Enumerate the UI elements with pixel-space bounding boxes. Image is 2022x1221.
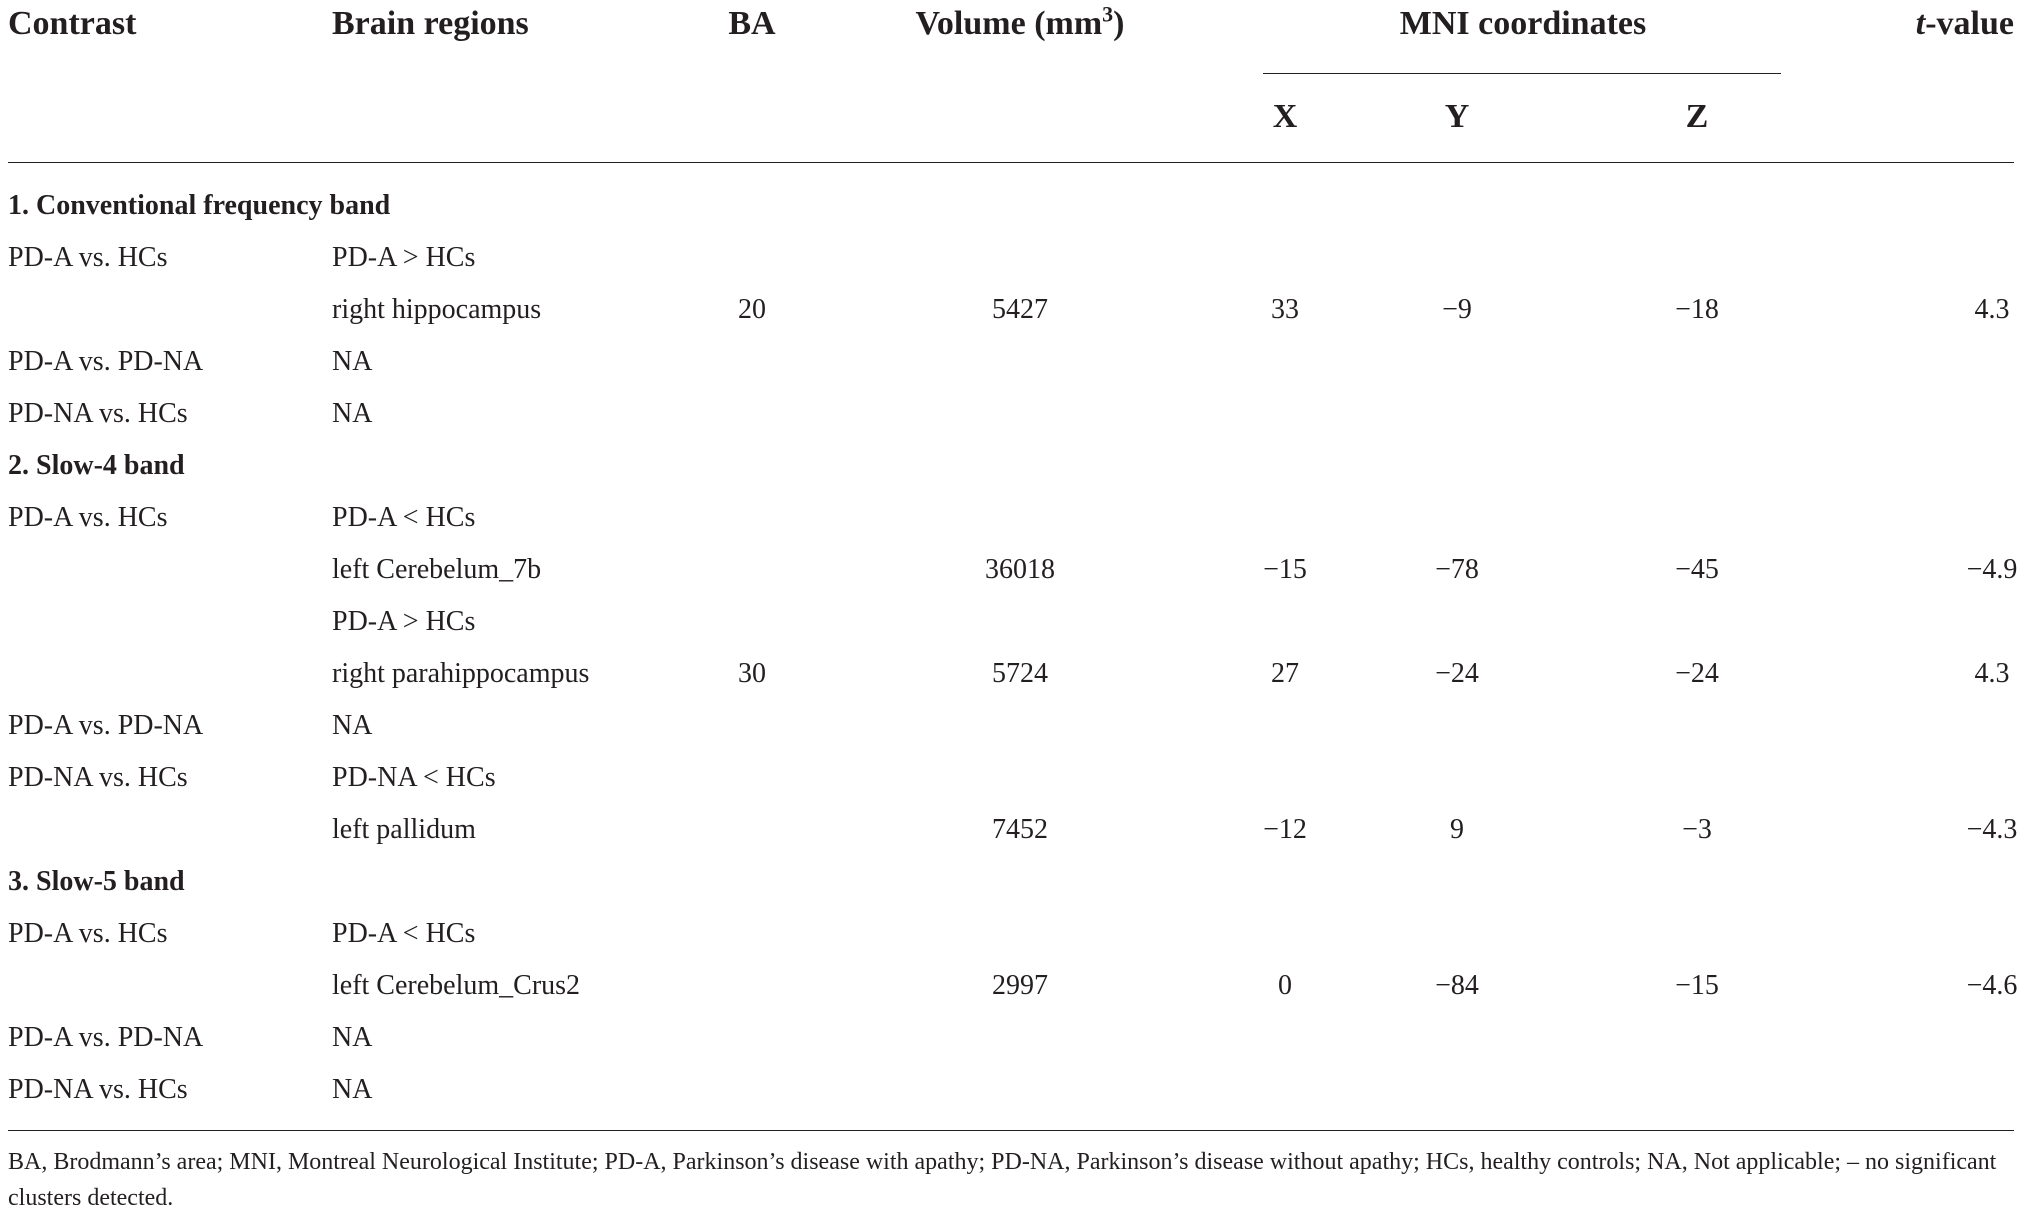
cell-t: −4.9 [1966,554,2018,585]
cell-z: −15 [1675,970,1719,1001]
cell-volume: 5724 [992,658,1048,689]
cell-t: 4.3 [1974,658,2010,689]
cell-volume: 5427 [992,294,1048,325]
section-heading: 1. Conventional frequency band [8,190,391,221]
cell-x: 27 [1271,658,1299,689]
cell-x: −12 [1263,814,1307,845]
cell-t: 4.3 [1974,294,2010,325]
cell-contrast: PD-A vs. PD-NA [8,710,204,741]
cell-region: left Cerebelum_7b [332,554,542,585]
cell-contrast: PD-A vs. HCs [8,242,168,273]
header-volume: Volume (mm3) [915,1,1125,42]
cell-x: 0 [1278,970,1292,1001]
table-footnote: BA, Brodmann’s area; MNI, Montreal Neuro… [8,1149,1997,1211]
cell-y: −84 [1435,970,1479,1001]
header-rule [8,162,2014,163]
section-heading: 3. Slow-5 band [8,866,185,897]
cell-x: −15 [1263,554,1307,585]
cell-volume: 36018 [985,554,1055,585]
section-heading: 2. Slow-4 band [8,450,185,481]
cell-region: left pallidum [332,814,476,845]
cell-region: right hippocampus [332,294,542,325]
cell-region: left Cerebelum_Crus2 [332,970,581,1001]
cell-volume: 2997 [992,970,1048,1001]
cell-region: NA [332,398,373,429]
header-brain-regions: Brain regions [332,5,529,42]
cell-t: −4.3 [1966,814,2018,845]
cell-z: −3 [1682,814,1712,845]
bottom-rule [8,1130,2014,1131]
cell-contrast: PD-NA vs. HCs [8,398,188,429]
header-contrast: Contrast [8,5,137,42]
cell-t: −4.6 [1966,970,2018,1001]
cell-x: 33 [1271,294,1299,325]
cell-ba: 20 [738,294,766,325]
header-z: Z [1685,98,1709,135]
header-t-value: t-value [1915,5,2014,42]
cell-contrast: PD-A vs. PD-NA [8,346,204,377]
cell-y: −78 [1435,554,1479,585]
cell-contrast: PD-NA vs. HCs [8,762,188,793]
cell-ba: 30 [738,658,766,689]
cell-region: PD-A < HCs [332,918,476,949]
cell-region: NA [332,1022,373,1053]
cell-region: NA [332,710,373,741]
header-ba: BA [728,5,776,42]
cell-region: PD-A < HCs [332,502,476,533]
cell-y: 9 [1450,814,1464,845]
cell-z: −18 [1675,294,1719,325]
cell-y: −24 [1435,658,1479,689]
cell-contrast: PD-NA vs. HCs [8,1074,188,1105]
cell-z: −24 [1675,658,1719,689]
cell-contrast: PD-A vs. HCs [8,502,168,533]
header-mni-coordinates: MNI coordinates [1399,5,1647,42]
header-y: Y [1444,98,1470,135]
cell-region: PD-A > HCs [332,606,476,637]
cell-region: right parahippocampus [332,658,590,689]
cell-contrast: PD-A vs. PD-NA [8,1022,204,1053]
cell-z: −45 [1675,554,1719,585]
cell-region: NA [332,346,373,377]
cell-region: PD-NA < HCs [332,762,496,793]
cell-contrast: PD-A vs. HCs [8,918,168,949]
cell-volume: 7452 [992,814,1048,845]
mni-underline [1263,73,1781,74]
cell-region: NA [332,1074,373,1105]
header-x: X [1272,98,1298,135]
cell-y: −9 [1442,294,1472,325]
cell-region: PD-A > HCs [332,242,476,273]
